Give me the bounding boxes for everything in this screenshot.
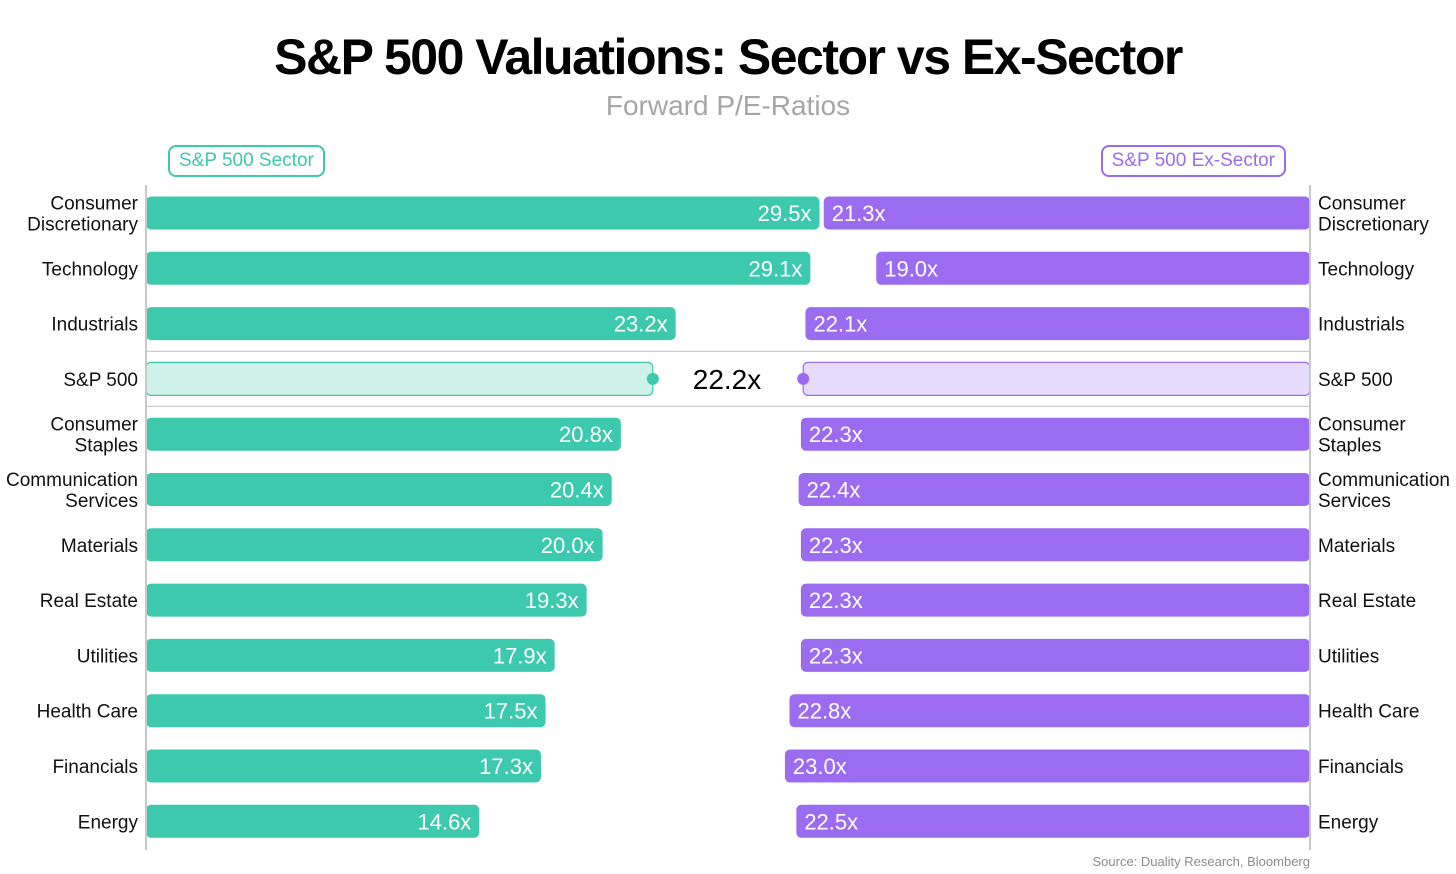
- category-label-right-consumer-staples: Staples: [1318, 436, 1381, 457]
- category-label-right-materials: Materials: [1318, 536, 1395, 557]
- value-label-ex-sector-technology: 19.0x: [884, 256, 938, 281]
- category-label-right-consumer-discretionary: Discretionary: [1318, 215, 1429, 236]
- value-label-sector-industrials: 23.2x: [614, 312, 668, 337]
- value-label-ex-sector-materials: 22.3x: [809, 533, 863, 558]
- legend-ex-sector: S&P 500 Ex-Sector: [1100, 145, 1286, 177]
- category-label-right-consumer-staples: Consumer: [1318, 415, 1406, 436]
- value-label-sector-health-care: 17.5x: [484, 699, 538, 724]
- bar-sector-energy: [146, 804, 480, 838]
- value-label-sector-consumer-staples: 20.8x: [559, 422, 613, 447]
- category-label-left-communication-services: Services: [65, 491, 138, 512]
- bar-sector-health-care: [146, 694, 546, 728]
- category-label-left-utilities: Utilities: [77, 646, 138, 667]
- highlight-value-label: 22.2x: [693, 364, 762, 395]
- bar-ex-sector-materials: [800, 528, 1310, 562]
- value-label-ex-sector-financials: 23.0x: [793, 754, 847, 779]
- source-note: Source: Duality Research, Bloomberg: [1092, 854, 1311, 869]
- category-label-right-utilities: Utilities: [1318, 646, 1379, 667]
- value-label-sector-real-estate: 19.3x: [525, 588, 579, 613]
- bar-sector-technology: [146, 251, 811, 285]
- value-label-ex-sector-consumer-discretionary: 21.3x: [832, 201, 886, 226]
- category-label-right-real-estate: Real Estate: [1318, 591, 1416, 612]
- category-label-left-consumer-staples: Consumer: [50, 415, 138, 436]
- category-label-right-energy: Energy: [1318, 812, 1379, 833]
- category-label-left-technology: Technology: [42, 259, 139, 280]
- bar-ex-sector-industrials: [805, 307, 1310, 341]
- category-label-left-consumer-discretionary: Discretionary: [27, 215, 138, 236]
- value-label-ex-sector-health-care: 22.8x: [797, 699, 851, 724]
- chart-title: S&P 500 Valuations: Sector vs Ex-Sector: [274, 29, 1183, 85]
- category-label-right-communication-services: Services: [1318, 491, 1391, 512]
- bar-sector-sp-500: [145, 361, 654, 396]
- category-label-right-technology: Technology: [1318, 259, 1415, 280]
- bar-ex-sector-financials: [784, 749, 1310, 783]
- bar-ex-sector-utilities: [800, 638, 1310, 672]
- bar-sector-real-estate: [146, 583, 587, 617]
- bar-sector-financials: [146, 749, 541, 783]
- category-label-right-financials: Financials: [1318, 757, 1404, 778]
- category-label-left-sp-500: S&P 500: [63, 370, 138, 391]
- value-label-sector-utilities: 17.9x: [493, 643, 547, 668]
- bar-ex-sector-consumer-staples: [800, 417, 1310, 451]
- value-label-ex-sector-energy: 22.5x: [804, 809, 858, 834]
- category-label-left-financials: Financials: [52, 757, 138, 778]
- category-label-left-industrials: Industrials: [51, 315, 138, 336]
- category-label-left-health-care: Health Care: [37, 702, 138, 723]
- bar-ex-sector-technology: [876, 251, 1310, 285]
- category-label-right-communication-services: Communication: [1318, 470, 1450, 491]
- marker-sector-sp-500: [646, 372, 659, 385]
- value-label-sector-communication-services: 20.4x: [550, 478, 604, 503]
- bar-sector-utilities: [146, 638, 555, 672]
- value-label-ex-sector-industrials: 22.1x: [813, 312, 867, 337]
- bar-ex-sector-consumer-discretionary: [823, 196, 1310, 230]
- value-label-ex-sector-communication-services: 22.4x: [807, 478, 861, 503]
- marker-ex-sector-sp-500: [797, 372, 810, 385]
- legend-sector: S&P 500 Sector: [168, 145, 325, 177]
- category-label-left-materials: Materials: [61, 536, 138, 557]
- category-label-left-consumer-discretionary: Consumer: [50, 194, 138, 215]
- bar-sector-communication-services: [146, 473, 612, 506]
- category-label-left-consumer-staples: Staples: [75, 436, 138, 457]
- category-label-left-communication-services: Communication: [6, 470, 138, 491]
- value-label-sector-energy: 14.6x: [417, 809, 471, 834]
- bar-sector-consumer-staples: [146, 417, 621, 451]
- category-label-right-consumer-discretionary: Consumer: [1318, 194, 1406, 215]
- bar-ex-sector-sp-500: [802, 361, 1311, 396]
- value-label-ex-sector-utilities: 22.3x: [809, 643, 863, 668]
- category-label-left-real-estate: Real Estate: [40, 591, 138, 612]
- value-label-ex-sector-consumer-staples: 22.3x: [809, 422, 863, 447]
- bar-ex-sector-energy: [796, 804, 1310, 838]
- bar-ex-sector-health-care: [789, 694, 1310, 728]
- bar-ex-sector-real-estate: [800, 583, 1310, 617]
- value-label-sector-technology: 29.1x: [749, 256, 803, 281]
- bar-ex-sector-communication-services: [798, 473, 1310, 506]
- category-label-right-health-care: Health Care: [1318, 702, 1419, 723]
- value-label-sector-financials: 17.3x: [479, 754, 533, 779]
- category-label-left-energy: Energy: [78, 812, 139, 833]
- value-label-sector-materials: 20.0x: [541, 533, 595, 558]
- value-label-sector-consumer-discretionary: 29.5x: [758, 201, 812, 226]
- chart-subtitle: Forward P/E-Ratios: [605, 90, 851, 121]
- value-label-ex-sector-real-estate: 22.3x: [809, 588, 863, 613]
- category-label-right-industrials: Industrials: [1318, 315, 1405, 336]
- bar-sector-consumer-discretionary: [146, 196, 820, 230]
- bar-sector-industrials: [146, 307, 676, 341]
- category-label-right-sp-500: S&P 500: [1318, 370, 1393, 391]
- bar-sector-materials: [146, 528, 603, 562]
